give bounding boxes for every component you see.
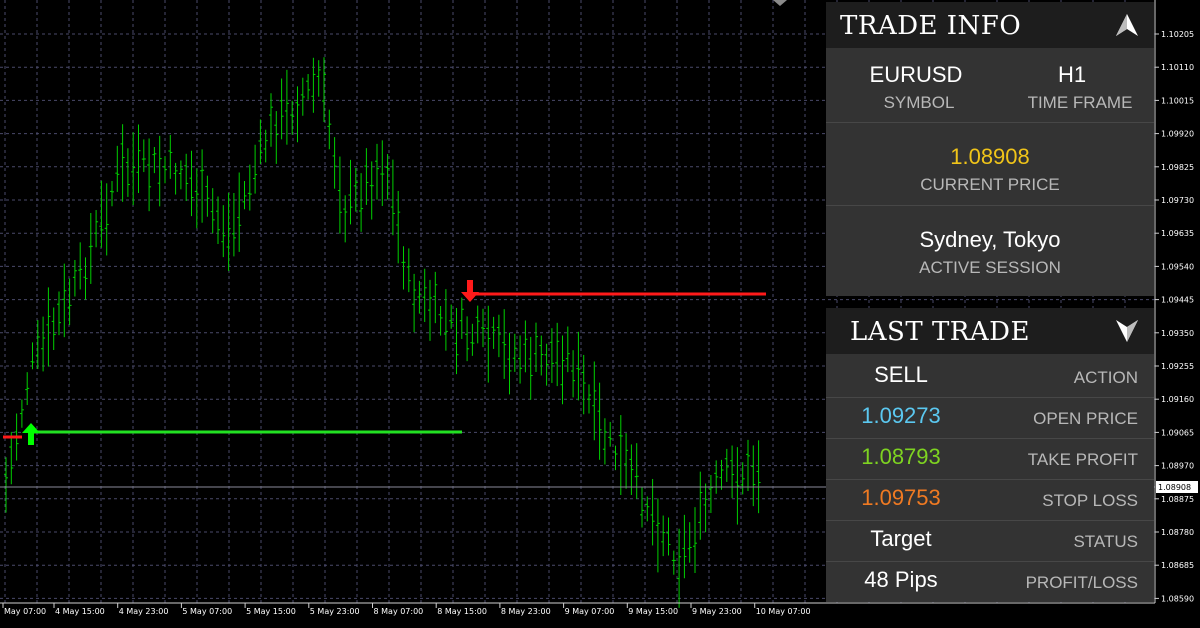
current-price-label: CURRENT PRICE	[920, 175, 1060, 194]
last-trade-label: ACTION	[1073, 368, 1138, 387]
time-tick-label: 9 May 15:00	[628, 607, 678, 616]
timeframe-value: H1	[1057, 62, 1087, 87]
last-trade-value: 1.09753	[861, 485, 941, 510]
price-tick-label: 1.09255	[1161, 362, 1194, 371]
time-axis: May 07:00 4 May 15:00 4 May 23:00 5 May 07:…	[2, 603, 811, 616]
price-tick-label: 1.08970	[1161, 462, 1194, 471]
price-tick-label: 1.08590	[1161, 594, 1194, 603]
time-tick-label: 5 May 15:00	[246, 607, 296, 616]
sell-arrow-icon	[461, 280, 479, 302]
current-price-value: 1.08908	[950, 144, 1030, 169]
divider	[826, 561, 1154, 562]
symbol-label: SYMBOL	[883, 93, 955, 112]
last-trade-value: 1.09273	[861, 403, 941, 428]
last-trade-label: TAKE PROFIT	[1027, 450, 1138, 469]
price-tick-label: 1.08780	[1161, 528, 1194, 537]
last-trade-value: 48 Pips	[864, 567, 938, 592]
price-tick-label: 1.09825	[1161, 163, 1194, 172]
price-tick-label: 1.10015	[1161, 96, 1194, 105]
time-tick-label: 4 May 15:00	[55, 607, 105, 616]
time-tick-label: 9 May 07:00	[565, 607, 615, 616]
price-tick-label: 1.09730	[1161, 196, 1194, 205]
last-trade-label: STOP LOSS	[1042, 491, 1138, 510]
last-trade-label: OPEN PRICE	[1033, 409, 1138, 428]
time-tick-label: 8 May 23:00	[501, 607, 551, 616]
symbol-value: EURUSD	[869, 62, 963, 87]
last-trade-title: LAST TRADE	[850, 317, 1030, 347]
last-trade-header[interactable]: LAST TRADE	[826, 308, 1154, 354]
trade-markers	[3, 280, 766, 445]
price-tick-label: 1.09065	[1161, 428, 1194, 437]
trade-info-panel: TRADE INFO EURUSD SYMBOL H1 TIME FRAME 1…	[826, 2, 1154, 296]
trade-info-header[interactable]: TRADE INFO	[826, 2, 1154, 48]
session-label: ACTIVE SESSION	[919, 258, 1061, 277]
time-tick-label: 5 May 07:00	[182, 607, 232, 616]
price-bars	[4, 57, 761, 608]
session-value: Sydney, Tokyo	[919, 227, 1061, 252]
current-price-tag-bg	[1156, 481, 1198, 493]
price-tick-label: 1.09920	[1161, 130, 1194, 139]
price-tick-label: 1.09160	[1161, 395, 1194, 404]
time-tick-label: 8 May 07:00	[374, 607, 424, 616]
scroll-marker-icon[interactable]	[773, 0, 787, 6]
timeframe-label: TIME FRAME	[1027, 93, 1133, 112]
trade-info-title: TRADE INFO	[840, 11, 1022, 41]
time-tick-label: 8 May 15:00	[437, 607, 487, 616]
divider	[826, 397, 1154, 398]
divider	[826, 122, 1154, 123]
current-price-tag: 1.08908	[1158, 483, 1191, 492]
time-tick-label: May 07:00	[4, 607, 46, 616]
price-axis: 1.10205 1.10110 1.10015 1.09920 1.09825 1.097…	[1155, 30, 1194, 603]
price-tick-label: 1.10205	[1161, 30, 1194, 39]
price-tick-label: 1.08685	[1161, 561, 1194, 570]
last-trade-label: STATUS	[1073, 532, 1138, 551]
divider	[826, 205, 1154, 206]
time-tick-label: 5 May 23:00	[310, 607, 360, 616]
last-trade-value: Target	[870, 526, 932, 551]
divider	[826, 520, 1154, 521]
price-tick-label: 1.09350	[1161, 329, 1194, 338]
arrow-down-icon[interactable]	[1114, 318, 1140, 344]
last-trade-label: PROFIT/LOSS	[1025, 573, 1138, 592]
time-tick-label: 9 May 23:00	[692, 607, 742, 616]
price-tick-label: 1.10110	[1161, 63, 1194, 72]
time-tick-label: 10 May 07:00	[756, 607, 811, 616]
last-trade-panel: LAST TRADE SELL ACTION 1.09273 OPEN PRICE 1.…	[826, 308, 1154, 602]
divider	[826, 438, 1154, 439]
price-tick-label: 1.09635	[1161, 229, 1194, 238]
time-tick-label: 4 May 23:00	[119, 607, 169, 616]
price-tick-label: 1.09540	[1161, 262, 1194, 271]
arrow-up-icon[interactable]	[1114, 12, 1140, 38]
price-tick-label: 1.09445	[1161, 296, 1194, 305]
divider	[826, 479, 1154, 480]
last-trade-value: 1.08793	[861, 444, 941, 469]
price-tick-label: 1.08875	[1161, 495, 1194, 504]
buy-arrow-icon	[22, 423, 40, 445]
last-trade-value: SELL	[874, 362, 928, 387]
